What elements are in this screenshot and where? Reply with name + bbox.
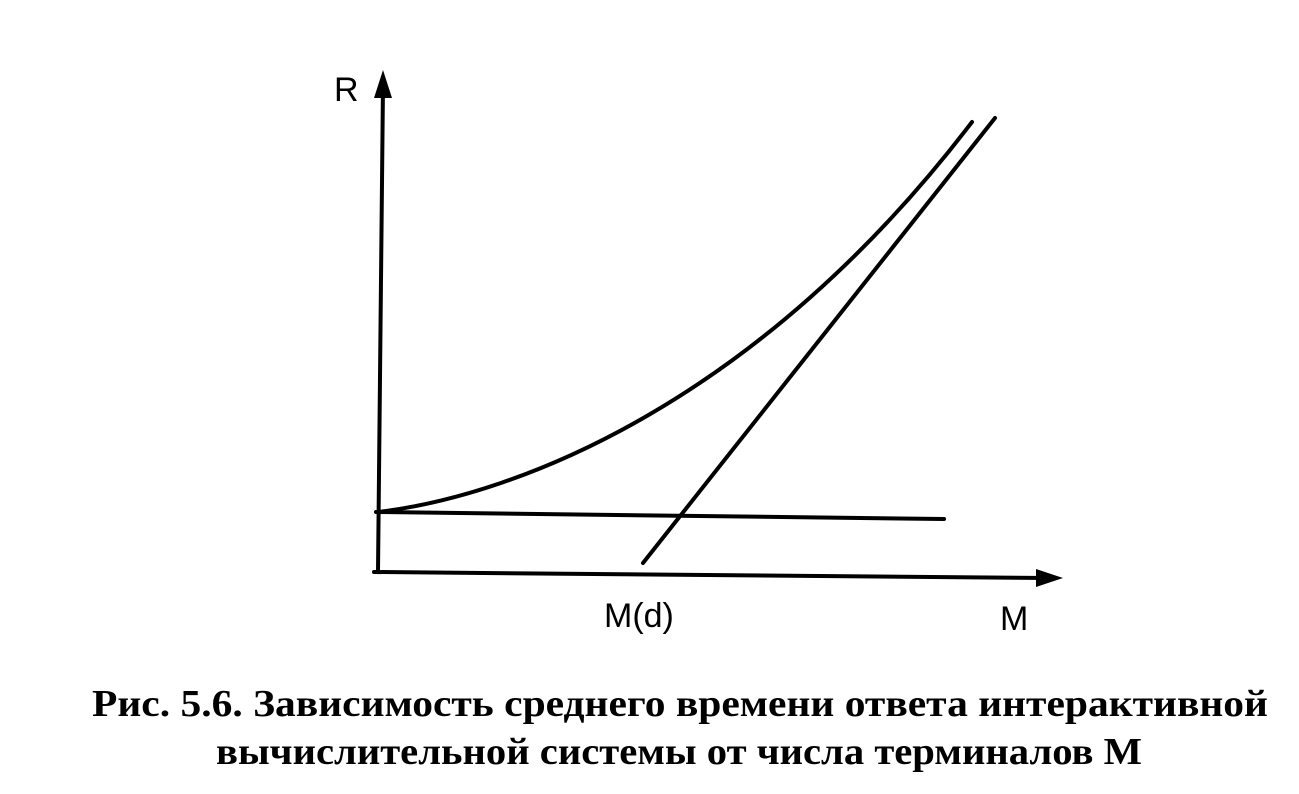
- y-axis-label: R: [334, 71, 359, 109]
- caption-text: вычислительной системы от числа терминал…: [216, 731, 1142, 773]
- caption-label: Рис. 5.6.: [92, 683, 243, 725]
- y-axis-arrow: [374, 70, 392, 98]
- caption-line: Рис. 5.6. Зависимость среднего времени о…: [92, 683, 1268, 725]
- x-axis-label: M: [1000, 600, 1028, 638]
- response-curve: [376, 120, 974, 514]
- y-axis: [376, 83, 385, 574]
- x-axis: [372, 570, 1050, 580]
- lower-asymptote: [374, 510, 946, 521]
- upper-asymptote: [641, 116, 997, 565]
- caption-text: Зависимость среднего времени ответа инте…: [253, 683, 1268, 725]
- x-axis-arrow: [1036, 569, 1063, 587]
- x-marker-label: M(d): [604, 597, 674, 635]
